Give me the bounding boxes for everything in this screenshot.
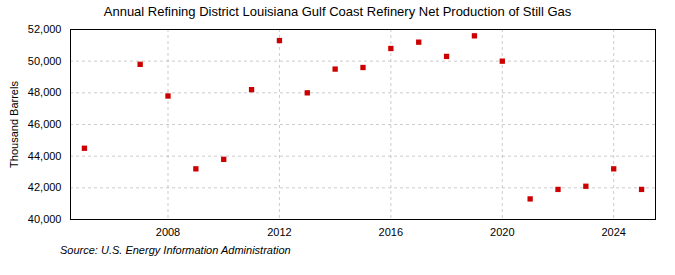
svg-text:52,000: 52,000 [28, 23, 62, 35]
svg-text:46,000: 46,000 [28, 118, 62, 130]
svg-text:42,000: 42,000 [28, 181, 62, 193]
svg-text:48,000: 48,000 [28, 86, 62, 98]
html-text:Annual Refining District Louis: Annual Refining District Louisiana Gulf … [103, 4, 572, 19]
svg-text:2012: 2012 [267, 226, 291, 238]
svg-text:40,000: 40,000 [28, 213, 62, 225]
html-text:Source: U.S. Energy Informatio: Source: U.S. Energy Information Administ… [60, 244, 291, 256]
svg-text:2008: 2008 [156, 226, 180, 238]
svg-text:2020: 2020 [490, 226, 514, 238]
svg-text:44,000: 44,000 [28, 150, 62, 162]
svg-text:2024: 2024 [601, 226, 625, 238]
svg-text:2016: 2016 [379, 226, 403, 238]
svg-text:Thousand Barrels: Thousand Barrels [8, 81, 20, 168]
svg-text:50,000: 50,000 [28, 55, 62, 67]
